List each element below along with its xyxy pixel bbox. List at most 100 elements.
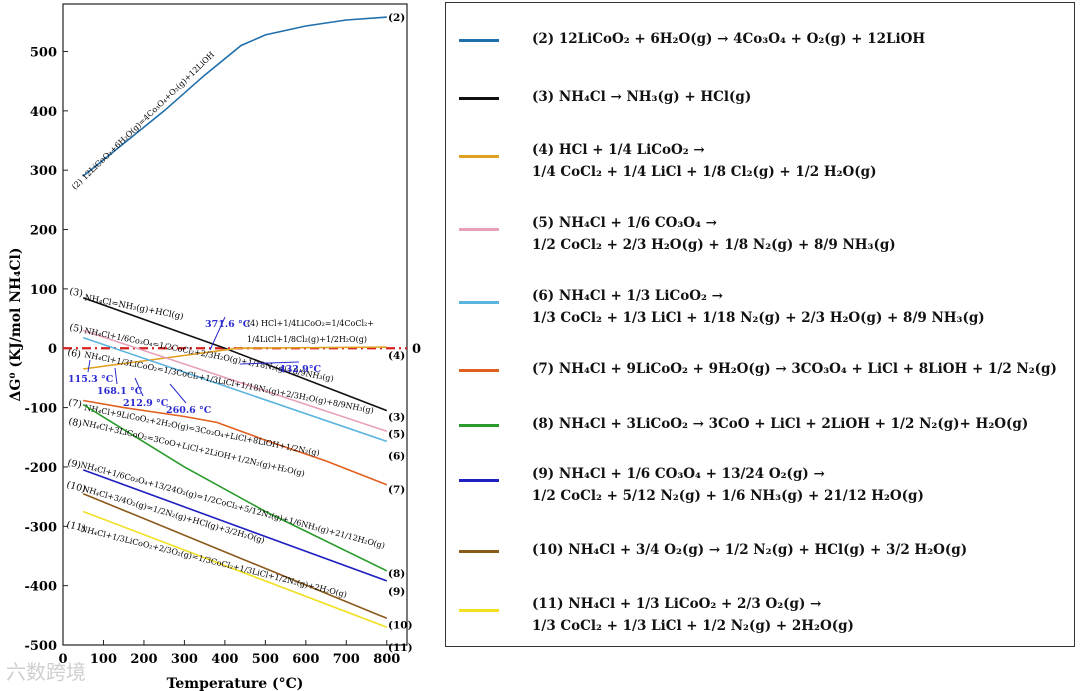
x-tick-label: 600 bbox=[292, 652, 319, 667]
legend-label-line: 1/2 CoCl₂ + 2/3 H₂O(g) + 1/8 N₂(g) + 8/9… bbox=[532, 237, 896, 253]
y-tick-label: -400 bbox=[24, 580, 57, 595]
y-tick-label: 100 bbox=[30, 283, 57, 298]
legend-label: (2) 12LiCoO₂ + 6H₂O(g) → 4Co₃O₄ + O₂(g) … bbox=[532, 28, 925, 50]
annotation-label: 168.1 °C bbox=[97, 386, 143, 397]
x-tick-label: 0 bbox=[58, 652, 67, 667]
legend-label: (9) NH₄Cl + 1/6 CO₃O₄ + 13/24 O₂(g) → 1/2… bbox=[532, 463, 924, 507]
annotation-label: 260.6 °C bbox=[166, 405, 212, 416]
legend-label: (10) NH₄Cl + 3/4 O₂(g) → 1/2 N₂(g) + HCl… bbox=[532, 539, 967, 561]
series-line-10 bbox=[82, 492, 388, 620]
x-tick-label: 300 bbox=[171, 652, 198, 667]
x-axis-label: Temperature (°C) bbox=[167, 676, 304, 691]
annotation-arrow bbox=[114, 367, 118, 385]
legend-label-line: (4) HCl + 1/4 LiCoO₂ → bbox=[532, 142, 705, 158]
x-tick-label: 100 bbox=[90, 652, 117, 667]
annotation-label: 371.6 °C bbox=[205, 319, 251, 330]
zero-label: 0 bbox=[412, 342, 421, 357]
y-tick-label: 200 bbox=[30, 224, 57, 239]
series-start-tag: (9) bbox=[66, 457, 82, 471]
x-tick-label: 200 bbox=[130, 652, 157, 667]
legend-swatch bbox=[459, 609, 499, 612]
y-axis-label: ΔG⁰ (KJ/mol NH₄Cl) bbox=[8, 248, 24, 402]
series-inline-label: NH₄Cl=NH₃(g)+HCl(g) bbox=[83, 292, 184, 322]
watermark: 六数跨境 bbox=[6, 660, 86, 684]
legend-label-line: (10) NH₄Cl + 3/4 O₂(g) → 1/2 N₂(g) + HCl… bbox=[532, 542, 968, 558]
legend-label: (8) NH₄Cl + 3LiCoO₂ → 3CoO + LiCl + 2LiO… bbox=[532, 413, 1028, 435]
series-start-tag: (10) bbox=[65, 479, 87, 495]
legend-label-line: 1/3 CoCl₂ + 1/3 LiCl + 1/2 N₂(g) + 2H₂O(… bbox=[532, 618, 854, 634]
legend-label: (11) NH₄Cl + 1/3 LiCoO₂ + 2/3 O₂(g) → 1/3… bbox=[532, 593, 854, 637]
legend-swatch bbox=[459, 97, 499, 100]
x-tick-label: 700 bbox=[333, 652, 360, 667]
legend: (2) 12LiCoO₂ + 6H₂O(g) → 4Co₃O₄ + O₂(g) … bbox=[445, 2, 1075, 647]
series-line-8 bbox=[82, 403, 388, 572]
legend-label-line: (3) NH₄Cl → NH₃(g) + HCl(g) bbox=[532, 89, 752, 105]
legend-swatch bbox=[459, 301, 499, 304]
x-tick-label: 400 bbox=[211, 652, 238, 667]
legend-swatch bbox=[459, 228, 499, 231]
annotation-arrow bbox=[169, 383, 187, 404]
y-tick-label: -500 bbox=[24, 639, 57, 654]
series-inline-label: (2) 12LiCoO₂+6H₂O(g)=4Co₃O₄+O₂(g)+12LiOH bbox=[70, 50, 216, 191]
legend-label-line: (9) NH₄Cl + 1/6 CO₃O₄ + 13/24 O₂(g) → bbox=[532, 466, 825, 482]
y-tick-label: -100 bbox=[24, 402, 57, 417]
series-end-tag: (11) bbox=[388, 642, 413, 654]
series-start-tag: (8) bbox=[67, 416, 83, 430]
annotation-label: 212.9 °C bbox=[123, 398, 169, 409]
legend-label-line: 1/3 CoCl₂ + 1/3 LiCl + 1/18 N₂(g) + 2/3 … bbox=[532, 310, 985, 326]
gibbs-energy-chart: 0 100 200 300 400 500 600 700 800 -500 -400 -300 -20… bbox=[8, 3, 421, 691]
series-line-6 bbox=[82, 336, 388, 443]
series-line-4 bbox=[83, 346, 387, 370]
x-tick-label: 500 bbox=[252, 652, 279, 667]
legend-label-line: (11) NH₄Cl + 1/3 LiCoO₂ + 2/3 O₂(g) → bbox=[532, 596, 822, 612]
legend-swatch bbox=[459, 424, 499, 427]
series-end-tag: (10) bbox=[388, 619, 413, 631]
series-inline-label-2: 1/4LiCl+1/8Cl₂(g)+1/2H₂O(g) bbox=[247, 335, 367, 344]
legend-swatch bbox=[459, 369, 499, 372]
annotation-arrow bbox=[134, 377, 144, 397]
legend-swatch bbox=[459, 155, 499, 158]
y-tick-label: -200 bbox=[24, 461, 57, 476]
series-start-tag: (4) bbox=[247, 319, 258, 328]
series-start-tag: (6) bbox=[66, 347, 81, 360]
series-end-tag: (7) bbox=[388, 484, 405, 496]
x-tick-label: 800 bbox=[373, 652, 400, 667]
legend-label-line: (2) 12LiCoO₂ + 6H₂O(g) → 4Co₃O₄ + O₂(g) … bbox=[532, 31, 926, 47]
annotation-label: 115.3 °C bbox=[68, 374, 114, 385]
series-line-11 bbox=[82, 510, 388, 628]
legend-swatch bbox=[459, 550, 499, 553]
series-end-tag: (8) bbox=[388, 568, 405, 580]
annotation-arrow bbox=[209, 316, 226, 351]
series-start-tag: (3) bbox=[68, 286, 83, 299]
y-tick-label: 400 bbox=[30, 105, 57, 120]
legend-swatch bbox=[459, 479, 499, 482]
series-line-3 bbox=[82, 297, 388, 412]
series-line-5 bbox=[82, 329, 388, 433]
annotation-arrow bbox=[239, 361, 300, 365]
series-end-tag: (2) bbox=[388, 12, 405, 24]
series-start-tag: (5) bbox=[68, 322, 83, 335]
series-end-tag: (5) bbox=[388, 428, 405, 440]
legend-label: (3) NH₄Cl → NH₃(g) + HCl(g) bbox=[532, 86, 751, 108]
series-end-tag: (3) bbox=[388, 412, 405, 424]
legend-label-line: (5) NH₄Cl + 1/6 CO₃O₄ → bbox=[532, 215, 717, 231]
y-tick-label: 500 bbox=[30, 45, 57, 60]
series-start-tag: (11) bbox=[65, 519, 87, 534]
legend-label-line: (8) NH₄Cl + 3LiCoO₂ → 3CoO + LiCl + 2LiO… bbox=[532, 416, 1029, 432]
legend-label: (6) NH₄Cl + 1/3 LiCoO₂ → 1/3 CoCl₂ + 1/3 … bbox=[532, 285, 985, 329]
series-inline-label: HCl+1/4LiCoO₂=1/4CoCl₂+ bbox=[261, 319, 374, 328]
legend-label: (7) NH₄Cl + 9LiCoO₂ + 9H₂O(g) → 3CO₃O₄ +… bbox=[532, 358, 1057, 380]
annotation-arrow bbox=[87, 359, 91, 373]
legend-label: (5) NH₄Cl + 1/6 CO₃O₄ → 1/2 CoCl₂ + 2/3 H… bbox=[532, 212, 896, 256]
annotation-label: 432.9°C bbox=[279, 364, 321, 375]
legend-label-line: (6) NH₄Cl + 1/3 LiCoO₂ → bbox=[532, 288, 723, 304]
series-end-tag: (6) bbox=[388, 450, 405, 462]
legend-label: (4) HCl + 1/4 LiCoO₂ → 1/4 CoCl₂ + 1/4 Li… bbox=[532, 139, 876, 183]
y-tick-label: -300 bbox=[24, 520, 57, 535]
legend-label-line: (7) NH₄Cl + 9LiCoO₂ + 9H₂O(g) → 3CO₃O₄ +… bbox=[532, 361, 1057, 377]
series-line-9 bbox=[82, 469, 388, 582]
legend-label-line: 1/2 CoCl₂ + 5/12 N₂(g) + 1/6 NH₃(g) + 21… bbox=[532, 488, 924, 504]
series-end-tag: (4) bbox=[388, 350, 405, 362]
series-inline-label: NH₄Cl+1/3LiCoO₂+2/3O₂(g)=1/3CoCl₂+1/3LiC… bbox=[80, 524, 348, 599]
legend-label-line: 1/4 CoCl₂ + 1/4 LiCl + 1/8 Cl₂(g) + 1/2 … bbox=[532, 164, 877, 180]
